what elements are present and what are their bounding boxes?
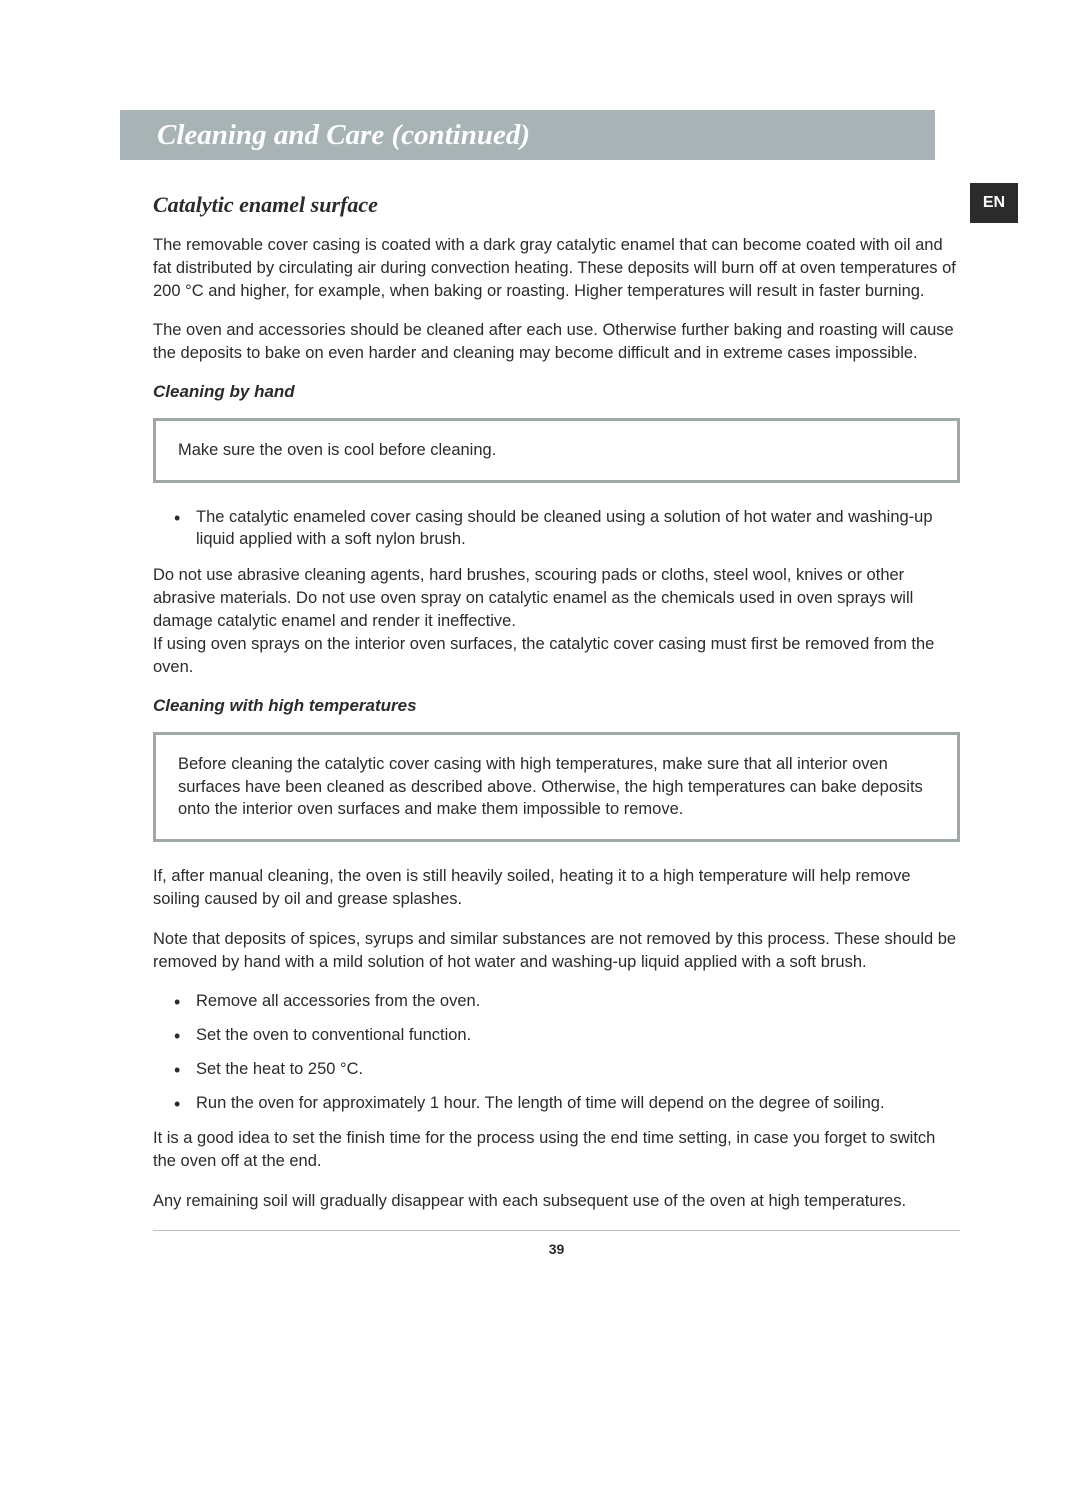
list-item: Set the heat to 250 °C. xyxy=(174,1058,960,1081)
note-box: Make sure the oven is cool before cleani… xyxy=(153,418,960,483)
language-tab: EN xyxy=(970,183,1018,223)
note-text: Make sure the oven is cool before cleani… xyxy=(178,441,496,459)
paragraph: The removable cover casing is coated wit… xyxy=(153,234,960,302)
list-item: Set the oven to conventional function. xyxy=(174,1024,960,1047)
paragraph: If, after manual cleaning, the oven is s… xyxy=(153,865,960,911)
page-number: 39 xyxy=(153,1241,960,1257)
list-item: Remove all accessories from the oven. xyxy=(174,990,960,1013)
paragraph: Any remaining soil will gradually disapp… xyxy=(153,1190,960,1213)
divider xyxy=(153,1230,960,1231)
page-container: Cleaning and Care (continued) EN Catalyt… xyxy=(0,0,1080,1486)
note-text: Before cleaning the catalytic cover casi… xyxy=(178,755,923,819)
paragraph: It is a good idea to set the finish time… xyxy=(153,1127,960,1173)
sub-heading-cleaning-high-temp: Cleaning with high temperatures xyxy=(153,696,960,716)
note-box: Before cleaning the catalytic cover casi… xyxy=(153,732,960,842)
header-banner: Cleaning and Care (continued) EN xyxy=(120,110,935,160)
sub-heading-cleaning-by-hand: Cleaning by hand xyxy=(153,382,960,402)
section-title: Catalytic enamel surface xyxy=(153,192,960,218)
page-title: Cleaning and Care (continued) xyxy=(157,119,530,152)
paragraph: The oven and accessories should be clean… xyxy=(153,319,960,365)
paragraph: If using oven sprays on the interior ove… xyxy=(153,633,960,679)
bullet-list: The catalytic enameled cover casing shou… xyxy=(153,506,960,552)
bullet-list: Remove all accessories from the oven. Se… xyxy=(153,990,960,1114)
list-item: The catalytic enameled cover casing shou… xyxy=(174,506,960,552)
list-item: Run the oven for approximately 1 hour. T… xyxy=(174,1092,960,1115)
paragraph: Note that deposits of spices, syrups and… xyxy=(153,928,960,974)
paragraph: Do not use abrasive cleaning agents, har… xyxy=(153,564,960,632)
